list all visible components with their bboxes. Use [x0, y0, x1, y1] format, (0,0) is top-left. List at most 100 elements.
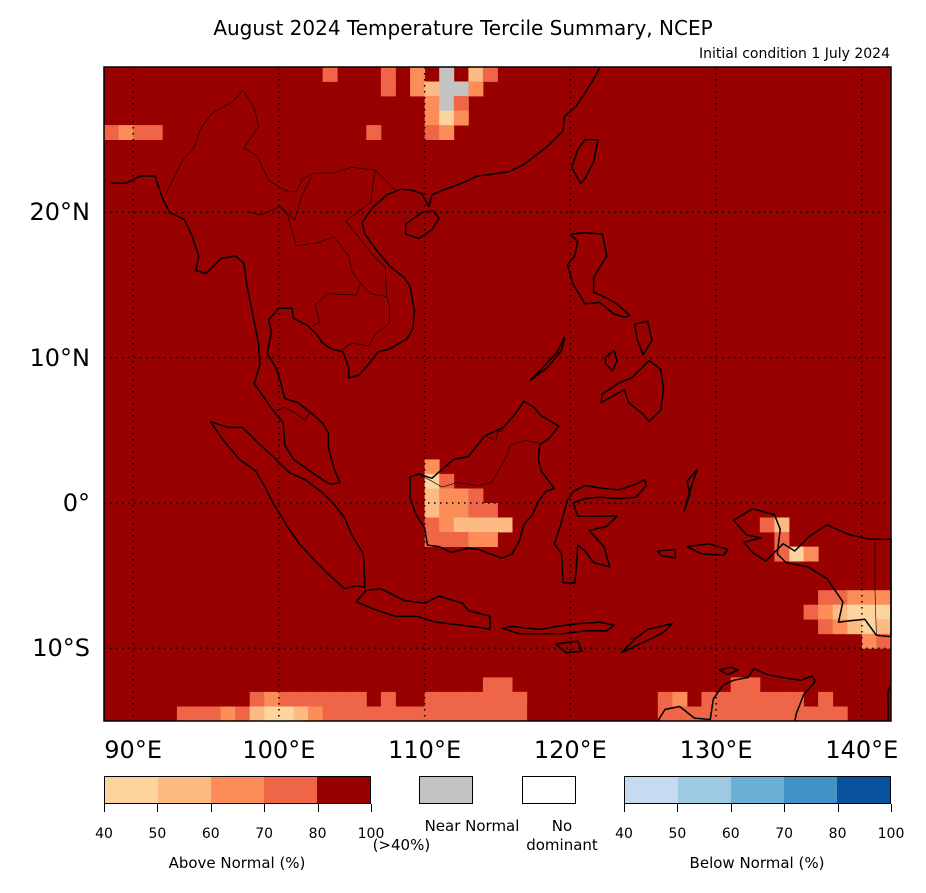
tercile-cell-an50: [774, 517, 790, 533]
colorbar-tick: [371, 804, 372, 812]
tercile-cell-an70: [832, 706, 848, 722]
tercile-cell-an70: [468, 503, 484, 518]
coastline: [686, 542, 729, 557]
tercile-cell-an60: [832, 619, 848, 635]
tercile-cell-an50: [424, 503, 440, 518]
tercile-cell-an50: [424, 81, 440, 97]
tercile-cell-an70: [453, 691, 469, 707]
tercile-cell-an70: [774, 691, 790, 707]
tercile-cell-an50: [847, 619, 863, 635]
tercile-cell-an50: [876, 619, 892, 635]
tercile-cell-an70: [176, 706, 192, 722]
latitude-label: 0°: [62, 489, 90, 517]
country-border: [243, 91, 396, 193]
tercile-cell-an70: [366, 125, 382, 140]
near-normal-swatch: [419, 776, 473, 804]
coastlines-layer: [111, 68, 892, 722]
tercile-cell-an70: [774, 706, 790, 722]
colorbar-segment: [317, 777, 370, 803]
tercile-cell-an70: [730, 706, 746, 722]
tercile-cell-nn: [453, 81, 469, 97]
colorbar-tick-label: 60: [721, 826, 740, 842]
tercile-cell-an70: [366, 706, 382, 722]
colorbar-tick: [837, 804, 839, 812]
tercile-cell-an50: [249, 706, 265, 722]
tercile-cell-an70: [482, 691, 498, 707]
map-background-above-normal-80-100: [104, 67, 891, 721]
tercile-cell-an70: [745, 677, 761, 693]
tercile-cell-an40: [278, 706, 294, 722]
colorbar-segment: [625, 777, 678, 803]
tercile-cell-an70: [657, 706, 673, 722]
country-border: [874, 540, 877, 636]
colorbar-tick-label: 100: [357, 826, 385, 842]
coastline: [620, 622, 674, 654]
tercile-cell-an40: [861, 604, 877, 620]
tercile-cell-an60: [672, 691, 688, 707]
tercile-cell-an60: [220, 706, 236, 722]
tercile-cell-an50: [424, 488, 440, 504]
country-border: [246, 206, 361, 326]
colorbar-tick-label: 80: [308, 826, 327, 842]
tercile-cell-an70: [701, 691, 717, 707]
latitude-label: 10°N: [29, 343, 91, 372]
tercile-cell-an70: [308, 691, 323, 707]
graticule-layer: [104, 67, 891, 721]
tercile-cell-an60: [468, 81, 484, 97]
tercile-cell-an60: [818, 604, 834, 620]
tercile-cell-an70: [322, 706, 338, 722]
colorbar-segment: [678, 777, 731, 803]
coastline: [633, 320, 653, 356]
coastline: [529, 336, 566, 382]
tercile-cell-an70: [424, 532, 440, 547]
tercile-cell-an70: [497, 677, 513, 693]
tercile-cell-an70: [482, 677, 498, 693]
country-border: [275, 406, 310, 421]
map-frame: [103, 66, 892, 722]
tercile-cell-an70: [278, 691, 294, 707]
colorbar-segment: [784, 777, 837, 803]
tercile-cell-an60: [861, 633, 877, 649]
tercile-cell-an70: [497, 691, 513, 707]
tercile-cell-an70: [133, 125, 149, 140]
tercile-cell-an70: [104, 125, 119, 140]
tercile-cell-an60: [453, 503, 469, 518]
colorbar-tick: [157, 804, 159, 812]
tercile-cell-an50: [453, 517, 469, 533]
coastline: [657, 548, 677, 559]
country-border: [485, 430, 504, 441]
tercile-cell-an70: [439, 691, 455, 707]
tercile-cell-an70: [380, 67, 396, 82]
tercile-cell-an70: [468, 691, 484, 707]
tercile-cell-an70: [147, 125, 163, 140]
tercile-cell-an70: [206, 706, 221, 722]
tercile-cell-an70: [818, 706, 834, 722]
coastline: [355, 587, 491, 631]
tercile-cell-an60: [453, 110, 469, 126]
tercile-cell-an70: [803, 604, 819, 620]
tercile-cell-an40: [847, 604, 863, 620]
tercile-cell-an50: [468, 517, 484, 533]
tercile-cell-an70: [730, 691, 746, 707]
tercile-cell-an70: [424, 517, 440, 533]
tercile-cell-an70: [380, 691, 396, 707]
tercile-cell-an70: [876, 633, 892, 649]
tercile-cell-an70: [745, 691, 761, 707]
tercile-cell-an60: [410, 67, 426, 82]
tercile-cell-an60: [264, 691, 280, 707]
tercile-cell-an70: [322, 691, 338, 707]
latitude-label: 10°S: [32, 634, 90, 663]
colorbar-tick-label: 40: [95, 826, 113, 842]
country-border: [164, 90, 243, 196]
tercile-cell-an70: [701, 706, 717, 722]
colorbar-tick: [210, 804, 212, 812]
tercile-cell-an60: [803, 546, 819, 562]
tercile-cell-an70: [468, 488, 484, 504]
tercile-cell-an40: [264, 706, 280, 722]
longitude-label: 110°E: [388, 736, 462, 764]
tercile-cell-an70: [745, 706, 761, 722]
tercile-cell-an70: [818, 590, 834, 606]
tercile-cell-an60: [424, 459, 440, 475]
tercile-cell-an70: [716, 706, 732, 722]
colorbar-segment: [158, 777, 211, 803]
